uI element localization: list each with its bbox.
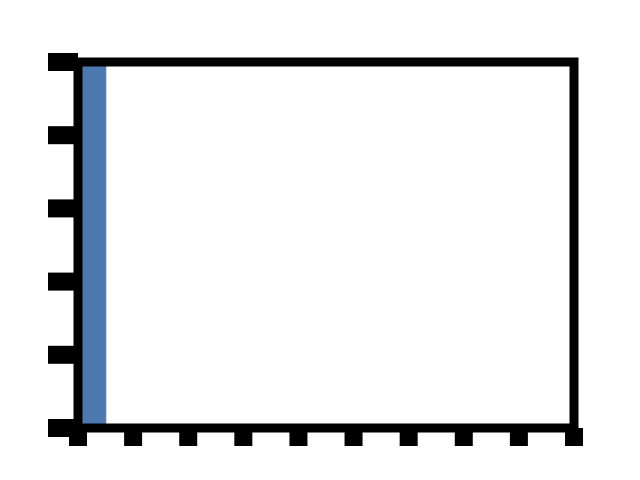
histogram-bar [77,61,107,429]
y-tick-mark [48,419,78,437]
bars-group [77,61,162,429]
y-tick-mark [48,199,78,218]
y-tick-mark [48,126,78,145]
y-tick-mark [48,272,78,291]
y-tick-mark [48,345,78,364]
plot-frame [73,57,579,433]
y-tick-mark [48,53,78,71]
